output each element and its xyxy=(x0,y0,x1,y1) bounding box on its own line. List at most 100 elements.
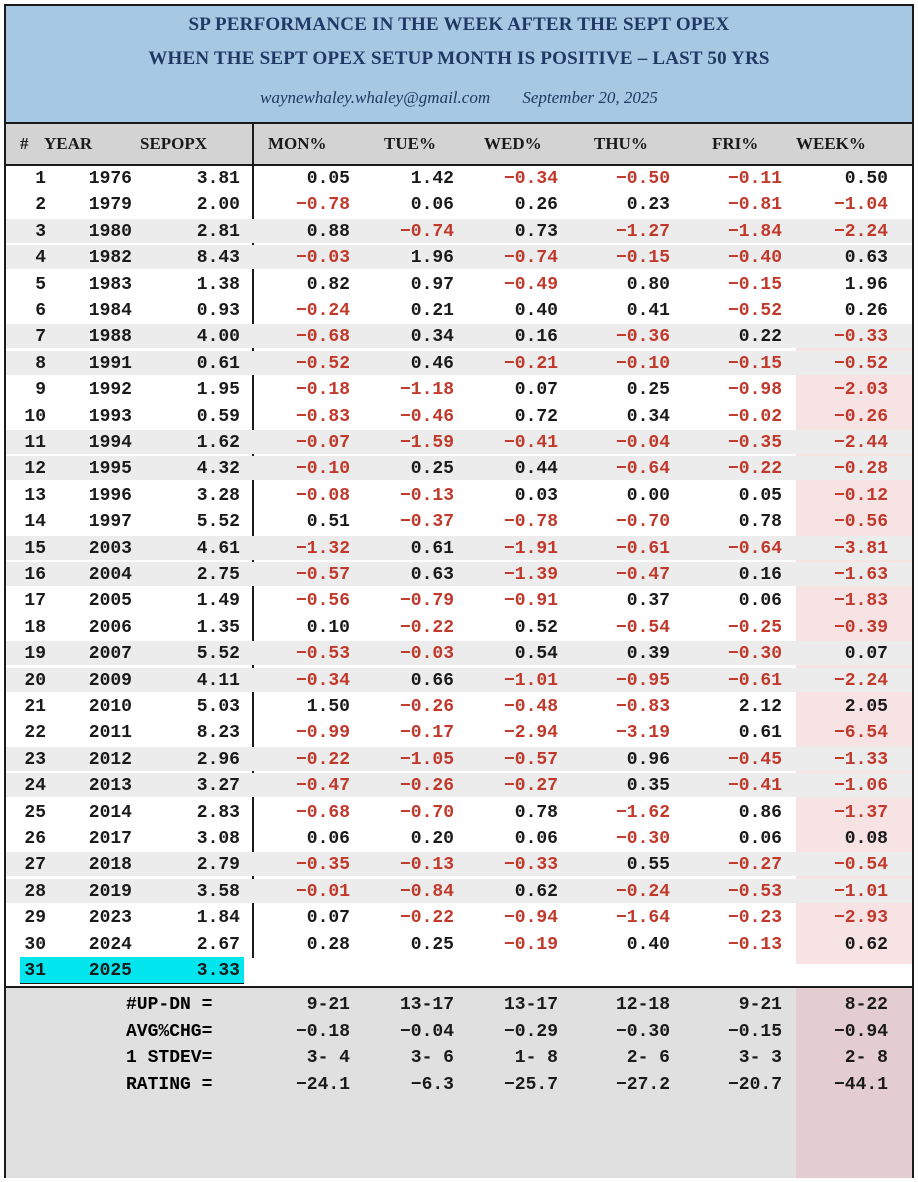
row-week: 0.50 xyxy=(844,169,888,189)
row-fri: −1.84 xyxy=(727,221,782,242)
row-thu: 0.40 xyxy=(626,934,670,955)
row-sepopx: 2.67 xyxy=(196,934,240,955)
row-thu: −0.83 xyxy=(615,697,670,717)
row-mon: −0.47 xyxy=(295,776,350,797)
row-week: −2.24 xyxy=(833,670,888,691)
row-number: 21 xyxy=(24,697,46,717)
row-tue: −1.18 xyxy=(399,380,454,401)
table-row: 6 1984 0.93 −0.24 0.21 0.40 0.41 −0.52 0.26 xyxy=(6,298,912,322)
row-mon: −0.18 xyxy=(295,380,350,401)
row-tue: 0.46 xyxy=(410,353,454,374)
summary-label: 1 STDEV= xyxy=(126,1048,213,1069)
summary-week: 8-22 xyxy=(844,995,888,1016)
row-year: 2009 xyxy=(88,670,132,691)
row-fri: −0.52 xyxy=(727,301,782,321)
header-number: # xyxy=(20,134,29,153)
row-week: −1.63 xyxy=(833,565,888,585)
row-wed: −0.41 xyxy=(503,433,558,453)
row-thu: −0.30 xyxy=(615,829,670,849)
summary-row: RATING = −24.1 −6.3 −25.7 −27.2 −20.7 −44.1 xyxy=(6,1072,912,1100)
summary-fri: −20.7 xyxy=(727,1074,782,1095)
row-week: −0.28 xyxy=(833,459,888,480)
row-week: 1.96 xyxy=(844,274,888,295)
row-fri: −0.64 xyxy=(727,538,782,559)
row-sepopx: 2.00 xyxy=(196,195,240,216)
summary-week: 2- 8 xyxy=(844,1048,888,1069)
row-fri: −0.22 xyxy=(727,459,782,480)
row-week: −1.37 xyxy=(833,802,888,823)
row-wed: −0.74 xyxy=(503,248,558,269)
row-number: 3 xyxy=(35,221,46,242)
row-fri: −0.45 xyxy=(727,749,782,770)
row-year: 1988 xyxy=(88,327,132,348)
performance-table: SP PERFORMANCE IN THE WEEK AFTER THE SEP… xyxy=(4,4,914,1178)
row-mon: −0.53 xyxy=(295,644,350,665)
table-row: 19 2007 5.52 −0.53 −0.03 0.54 0.39 −0.30 0.07 xyxy=(6,641,912,666)
row-fri: −0.41 xyxy=(727,776,782,797)
row-tue: −1.05 xyxy=(399,749,454,770)
table-row: 29 2023 1.84 0.07 −0.22 −0.94 −1.64 −0.23 −2.93 xyxy=(6,905,912,929)
row-mon: −0.78 xyxy=(295,195,350,216)
row-thu: −0.47 xyxy=(615,565,670,585)
author-email: waynewhaley.whaley@gmail.com xyxy=(260,88,491,107)
summary-fri: 3- 3 xyxy=(738,1048,782,1069)
row-wed: 0.40 xyxy=(514,301,558,321)
row-number: 8 xyxy=(35,353,46,374)
row-year: 1991 xyxy=(88,353,132,374)
summary-row: 1 STDEV= 3- 4 3- 6 1- 8 2- 6 3- 3 2- 8 xyxy=(6,1045,912,1073)
table-row: 26 2017 3.08 0.06 0.20 0.06 −0.30 0.06 0.08 xyxy=(6,826,912,850)
row-tue: −1.59 xyxy=(399,433,454,453)
row-thu: −0.10 xyxy=(615,353,670,374)
row-tue: −0.03 xyxy=(399,644,454,665)
row-year: 2013 xyxy=(88,776,132,797)
table-row: 25 2014 2.83 −0.68 −0.70 0.78 −1.62 0.86 −1.37 xyxy=(6,800,912,824)
row-fri: 0.06 xyxy=(738,591,782,612)
row-mon: −0.10 xyxy=(295,459,350,480)
row-year: 1980 xyxy=(88,221,132,242)
row-week: −2.44 xyxy=(833,433,888,453)
header-thu: THU% xyxy=(594,134,648,153)
row-wed: 0.44 xyxy=(514,459,558,480)
row-sepopx: 1.84 xyxy=(196,908,240,929)
byline: waynewhaley.whaley@gmail.com September 2… xyxy=(6,88,912,108)
row-sepopx: 3.28 xyxy=(196,485,240,506)
row-sepopx: 8.23 xyxy=(196,723,240,744)
row-sepopx: 2.75 xyxy=(196,565,240,585)
row-thu: −0.15 xyxy=(615,248,670,269)
row-tue: 0.34 xyxy=(410,327,454,348)
row-number: 30 xyxy=(24,934,46,955)
row-number: 17 xyxy=(24,591,46,612)
row-number: 25 xyxy=(24,802,46,823)
row-week: −0.39 xyxy=(833,617,888,638)
row-number: 13 xyxy=(24,485,46,506)
row-number: 29 xyxy=(24,908,46,929)
row-wed: −0.48 xyxy=(503,697,558,717)
row-sepopx: 0.59 xyxy=(196,406,240,427)
row-number: 16 xyxy=(24,565,46,585)
row-wed: 0.54 xyxy=(514,644,558,665)
row-sepopx: 4.61 xyxy=(196,538,240,559)
row-mon: 0.06 xyxy=(306,829,350,849)
row-mon: −0.01 xyxy=(295,881,350,902)
table-row: 20 2009 4.11 −0.34 0.66 −1.01 −0.95 −0.61 −2.24 xyxy=(6,667,912,692)
row-year: 1982 xyxy=(88,248,132,269)
table-row: 16 2004 2.75 −0.57 0.63 −1.39 −0.47 0.16 −1.63 xyxy=(6,562,912,586)
row-mon: 0.05 xyxy=(306,169,350,189)
row-sepopx: 4.00 xyxy=(196,327,240,348)
row-wed: −0.94 xyxy=(503,908,558,929)
summary-mon: 3- 4 xyxy=(306,1048,350,1069)
summary-block: #UP-DN = 9-21 13-17 13-17 12-18 9-21 8-22 AVG%C… xyxy=(6,986,912,1178)
row-week: −1.01 xyxy=(833,881,888,902)
row-year: 2019 xyxy=(88,881,132,902)
table-row: 18 2006 1.35 0.10 −0.22 0.52 −0.54 −0.25 −0.39 xyxy=(6,615,912,639)
row-tue: −0.13 xyxy=(399,855,454,876)
summary-row: AVG%CHG= −0.18 −0.04 −0.29 −0.30 −0.15 −0.94 xyxy=(6,1019,912,1047)
row-tue: 0.61 xyxy=(410,538,454,559)
row-fri: −0.11 xyxy=(727,169,782,189)
row-thu: −1.64 xyxy=(615,908,670,929)
table-row: 4 1982 8.43 −0.03 1.96 −0.74 −0.15 −0.40 0.63 xyxy=(6,245,912,270)
row-mon: −0.22 xyxy=(295,749,350,770)
row-number: 11 xyxy=(24,433,46,453)
row-thu: 0.80 xyxy=(626,274,670,295)
row-tue: −0.26 xyxy=(399,697,454,717)
